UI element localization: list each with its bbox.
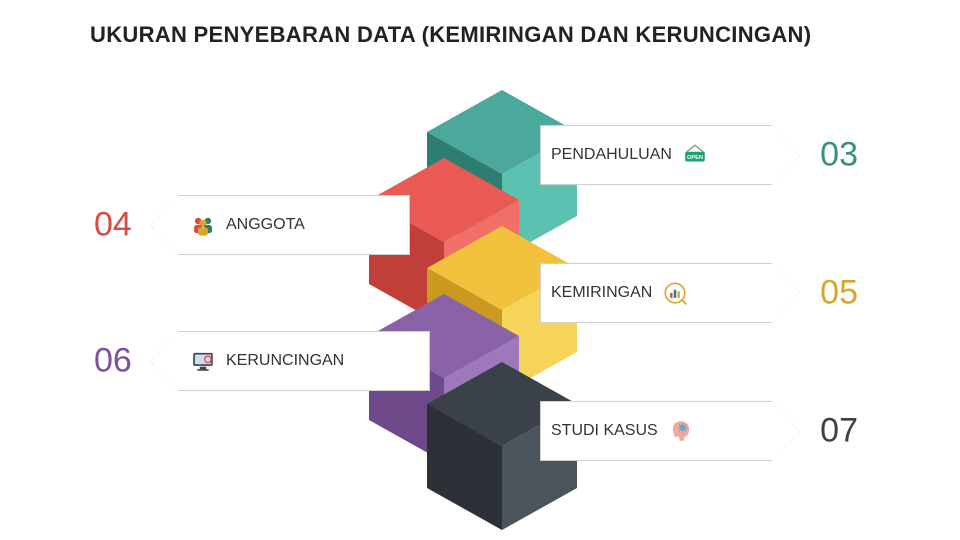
arrow-keruncingan[interactable]: 06 KERUNCINGAN xyxy=(150,331,430,391)
arrow-studi-kasus[interactable]: STUDI KASUS 07 xyxy=(540,401,800,461)
arrow-kemiringan[interactable]: KEMIRINGAN 05 xyxy=(540,263,800,323)
arrow-number: 05 xyxy=(820,274,858,313)
arrow-label: STUDI KASUS xyxy=(551,422,658,440)
arrow-number: 06 xyxy=(94,342,132,381)
arrow-label: KERUNCINGAN xyxy=(226,352,344,370)
monitor-icon xyxy=(188,346,218,376)
svg-text:OPEN: OPEN xyxy=(687,155,703,161)
brain-icon xyxy=(666,416,696,446)
arrow-label: PENDAHULUAN xyxy=(551,146,672,164)
arrow-number: 07 xyxy=(820,412,858,451)
arrow-label: KEMIRINGAN xyxy=(551,284,652,302)
open-sign-icon: OPEN xyxy=(680,140,710,170)
arrow-number: 04 xyxy=(94,206,132,245)
arrow-anggota[interactable]: 04 ANGGOTA xyxy=(150,195,410,255)
slide: UKURAN PENYEBARAN DATA (KEMIRINGAN DAN K… xyxy=(0,0,960,540)
chart-icon xyxy=(660,278,690,308)
page-title: UKURAN PENYEBARAN DATA (KEMIRINGAN DAN K… xyxy=(90,22,811,48)
arrow-pendahuluan[interactable]: PENDAHULUAN OPEN 03 xyxy=(540,125,800,185)
arrow-label: ANGGOTA xyxy=(226,216,305,234)
arrow-number: 03 xyxy=(820,136,858,175)
people-icon xyxy=(188,210,218,240)
